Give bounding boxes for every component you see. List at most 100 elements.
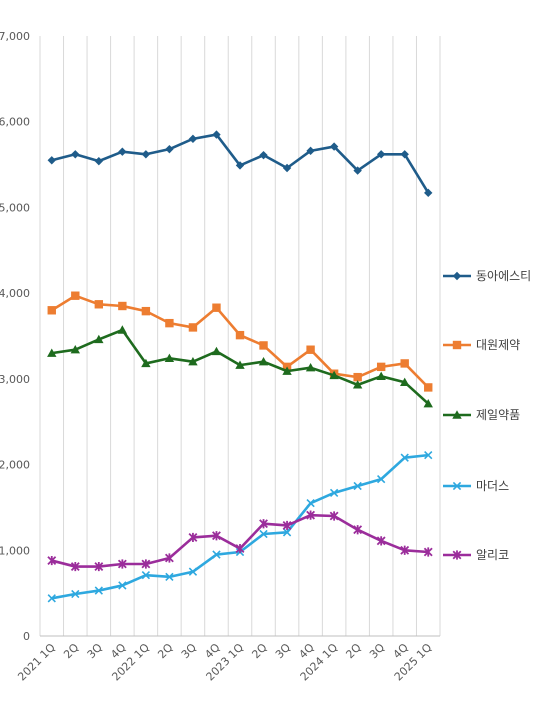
data-point-marker (235, 360, 245, 369)
y-tick-label: 7,000 (0, 30, 30, 43)
data-point-marker (400, 453, 409, 462)
data-point-marker (353, 372, 362, 382)
data-point-marker (377, 474, 386, 484)
series-group (47, 130, 433, 603)
data-point-marker (376, 150, 386, 159)
legend-item: 마더스 (443, 479, 509, 493)
data-point-marker (188, 532, 198, 543)
data-point-marker (376, 362, 386, 372)
data-point-marker (424, 383, 433, 392)
data-point-marker (164, 553, 174, 563)
data-point-marker (212, 130, 221, 139)
legend-marker (452, 481, 462, 491)
data-point-marker (94, 156, 104, 166)
y-tick-label: 0 (23, 630, 30, 643)
data-point-marker (424, 450, 433, 460)
legend-item: 대원제약 (443, 337, 520, 352)
series-line (51, 453, 429, 600)
y-tick-label: 6,000 (0, 116, 30, 129)
data-point-marker (47, 348, 57, 357)
data-point-marker (306, 498, 315, 508)
legend-label: 마더스 (476, 479, 509, 493)
data-point-marker (211, 346, 222, 356)
data-point-marker (306, 510, 316, 520)
data-point-marker (282, 366, 292, 375)
data-point-marker (400, 377, 410, 386)
series-line (51, 513, 429, 568)
axes: 0 1,000 2,000 3,000 4,000 5,000 6,000 7,000 2021… (0, 30, 440, 683)
data-point-marker (165, 318, 174, 328)
y-tick-label: 1,000 (0, 544, 30, 557)
legend-marker (452, 271, 462, 281)
data-point-marker (282, 520, 292, 531)
data-point-marker (282, 528, 292, 537)
data-point-marker (329, 511, 339, 521)
data-point-marker (353, 525, 363, 535)
grid-lines (39, 36, 441, 636)
y-tick-label: 2,000 (0, 459, 30, 472)
data-point-marker (94, 561, 104, 572)
data-point-marker (118, 301, 127, 311)
data-point-marker (400, 150, 409, 159)
data-point-marker (235, 161, 245, 170)
data-point-marker (70, 561, 80, 572)
data-point-marker (400, 545, 410, 555)
data-point-marker (164, 353, 175, 362)
data-point-marker (141, 570, 151, 580)
x-tick-label: 3Q (85, 641, 106, 662)
legend-label: 알리코 (476, 548, 509, 562)
data-point-marker (141, 559, 151, 569)
data-point-marker (212, 531, 221, 541)
data-point-marker (141, 150, 151, 159)
data-point-marker (94, 300, 104, 309)
series-line (51, 294, 430, 389)
data-point-marker (165, 572, 174, 582)
data-point-marker (188, 567, 198, 576)
data-point-marker (212, 550, 221, 559)
data-point-marker (376, 536, 386, 546)
data-point-marker (165, 144, 174, 154)
series-2 (47, 291, 433, 392)
series-1 (47, 130, 433, 198)
data-point-marker (259, 529, 268, 539)
legend-label: 동아에스티 (476, 269, 531, 283)
y-tick-label: 3,000 (0, 373, 30, 386)
data-point-marker (329, 370, 339, 380)
data-point-marker (259, 519, 268, 529)
series-5 (47, 510, 433, 572)
data-point-marker (118, 147, 127, 156)
data-point-marker (235, 543, 245, 554)
data-point-marker (259, 150, 268, 160)
data-point-marker (306, 345, 315, 354)
series-3 (47, 325, 433, 408)
data-point-marker (329, 142, 339, 151)
data-point-marker (212, 303, 221, 312)
data-point-marker (235, 330, 245, 340)
y-tick-label: 4,000 (0, 287, 30, 300)
data-point-marker (118, 581, 127, 590)
data-point-marker (258, 357, 269, 366)
data-point-marker (141, 306, 151, 316)
data-point-marker (259, 341, 268, 350)
legend-item: 제일약품 (443, 407, 520, 422)
legend-marker (452, 410, 462, 419)
x-tick-label: 2021 1Q (15, 641, 58, 684)
legend-label: 제일약품 (476, 407, 520, 422)
data-point-marker (47, 156, 56, 165)
x-tick-label: 3Q (179, 641, 200, 662)
y-tick-label: 5,000 (0, 201, 30, 214)
data-point-marker (47, 555, 57, 566)
data-point-marker (188, 323, 198, 332)
data-point-marker (71, 589, 80, 599)
data-point-marker (94, 334, 104, 344)
x-tick-label: 2Q (343, 641, 364, 662)
legend-label: 대원제약 (476, 337, 520, 352)
data-point-marker (47, 594, 56, 603)
legend-item: 알리코 (443, 548, 509, 562)
legend-item: 동아에스티 (443, 269, 531, 283)
data-point-marker (306, 146, 315, 156)
legend-marker (452, 340, 462, 350)
